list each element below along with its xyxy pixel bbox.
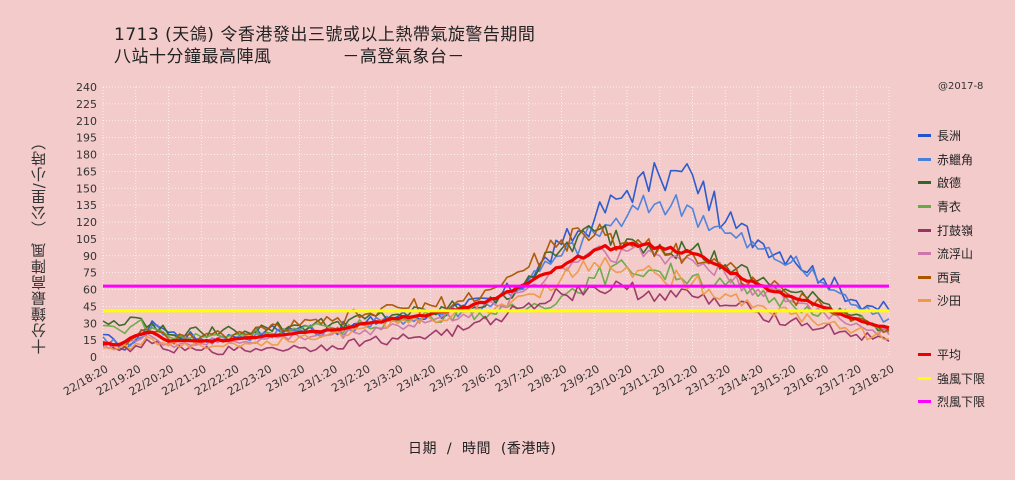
legend-item: 啟德 bbox=[918, 171, 985, 195]
legend-swatch bbox=[918, 376, 931, 380]
y-tick-label: 60 bbox=[83, 284, 97, 297]
legend-swatch bbox=[918, 400, 931, 404]
title-line-1: 1713 (天鴿) 令香港發出三號或以上熱帶氣旋警告期間 bbox=[114, 25, 536, 45]
legend-label: 沙田 bbox=[937, 294, 962, 309]
legend-label: 流浮山 bbox=[937, 247, 974, 262]
copyright-text: @2017-8 bbox=[938, 81, 984, 92]
series-line-5 bbox=[102, 243, 890, 350]
title-line-2-source: －高登氣象台－ bbox=[342, 47, 465, 67]
legend-item: 青衣 bbox=[918, 195, 985, 219]
legend-label: 赤鱲角 bbox=[937, 152, 974, 167]
legend-swatch bbox=[918, 228, 931, 232]
y-tick-label: 0 bbox=[90, 351, 97, 364]
legend-label: 長洲 bbox=[937, 129, 962, 144]
legend-swatch bbox=[918, 299, 931, 303]
legend-item: 長洲 bbox=[918, 124, 985, 148]
legend-item: 打鼓嶺 bbox=[918, 218, 985, 242]
y-tick-label: 120 bbox=[76, 216, 97, 229]
y-tick-label: 90 bbox=[83, 250, 97, 263]
legend-item: 赤鱲角 bbox=[918, 148, 985, 172]
y-tick-label: 135 bbox=[76, 199, 97, 212]
legend-item: 烈風下限 bbox=[918, 390, 985, 414]
legend: 長洲赤鱲角啟德青衣打鼓嶺流浮山西貢沙田平均強風下限烈風下限 bbox=[918, 124, 985, 414]
series-line-2 bbox=[102, 224, 890, 339]
legend-swatch bbox=[918, 205, 931, 209]
legend-swatch bbox=[918, 275, 931, 279]
legend-gap bbox=[918, 313, 985, 343]
title-line-2: 八站十分鐘最高陣風 －高登氣象台－ bbox=[114, 46, 535, 68]
series-line-7 bbox=[102, 256, 890, 351]
y-tick-label: 210 bbox=[76, 115, 97, 128]
y-tick-label: 240 bbox=[76, 81, 97, 94]
legend-item: 流浮山 bbox=[918, 242, 985, 266]
legend-item: 平均 bbox=[918, 343, 985, 367]
legend-label: 啟德 bbox=[937, 176, 962, 191]
legend-swatch bbox=[918, 353, 931, 357]
legend-swatch bbox=[918, 157, 931, 161]
title-line-2-main: 八站十分鐘最高陣風 bbox=[114, 47, 272, 67]
legend-item: 沙田 bbox=[918, 289, 985, 313]
legend-label: 西貢 bbox=[937, 270, 962, 285]
y-tick-label: 225 bbox=[76, 98, 97, 111]
legend-item: 西貢 bbox=[918, 266, 985, 290]
y-tick-label: 195 bbox=[76, 132, 97, 145]
y-tick-label: 165 bbox=[76, 165, 97, 178]
legend-item: 強風下限 bbox=[918, 366, 985, 390]
y-tick-label: 45 bbox=[83, 300, 97, 313]
legend-label: 強風下限 bbox=[937, 371, 986, 386]
x-axis-label: 日期 / 時間 (香港時) bbox=[408, 441, 557, 457]
y-tick-label: 75 bbox=[83, 267, 97, 280]
legend-swatch bbox=[918, 252, 931, 256]
y-tick-label: 105 bbox=[76, 233, 97, 246]
y-tick-label: 180 bbox=[76, 149, 97, 162]
y-tick-label: 150 bbox=[76, 182, 97, 195]
legend-swatch bbox=[918, 134, 931, 138]
y-tick-label: 15 bbox=[83, 334, 97, 347]
legend-label: 青衣 bbox=[937, 200, 962, 215]
legend-label: 打鼓嶺 bbox=[937, 223, 974, 238]
legend-label: 平均 bbox=[937, 348, 962, 363]
chart-title: 1713 (天鴿) 令香港發出三號或以上熱帶氣旋警告期間 八站十分鐘最高陣風 －… bbox=[114, 24, 535, 68]
legend-label: 烈風下限 bbox=[937, 395, 986, 410]
y-tick-label: 30 bbox=[83, 317, 97, 330]
legend-swatch bbox=[918, 181, 931, 185]
